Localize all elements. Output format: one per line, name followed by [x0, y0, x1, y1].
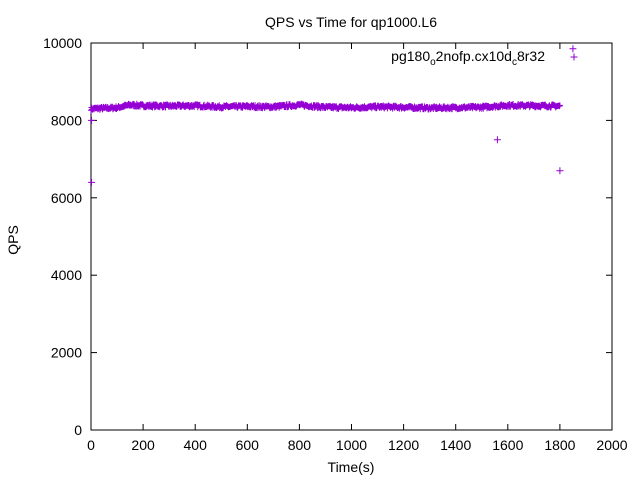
series-outlier-points — [88, 45, 577, 186]
legend-text-part: 2nofp.cx10d — [436, 48, 512, 64]
x-tick-label: 1000 — [336, 437, 367, 453]
data-point — [556, 167, 564, 175]
data-point — [88, 116, 96, 124]
data-point — [569, 45, 577, 53]
legend-label: pg180o2nofp.cx10dc8r32 — [391, 48, 545, 68]
x-tick-label: 0 — [87, 437, 95, 453]
y-axis-label-group: QPS — [5, 225, 21, 255]
x-tick-label: 400 — [184, 437, 208, 453]
x-tick-label: 800 — [288, 437, 312, 453]
x-tick-label: 1600 — [492, 437, 523, 453]
legend-subscript: o — [430, 57, 436, 68]
legend: pg180o2nofp.cx10dc8r32 — [391, 48, 578, 68]
legend-text-part: pg180 — [391, 48, 430, 64]
data-point — [493, 136, 501, 144]
x-tick-label: 600 — [236, 437, 260, 453]
y-tick-label: 8000 — [51, 112, 82, 128]
x-tick-label: 1400 — [440, 437, 471, 453]
x-tick-label: 1200 — [388, 437, 419, 453]
x-tick-label: 200 — [131, 437, 155, 453]
series-band — [88, 100, 563, 114]
legend-text-part: 8r32 — [517, 48, 545, 64]
series-band-markers — [88, 100, 563, 114]
x-axis-label: Time(s) — [328, 459, 375, 475]
y-tick-label: 2000 — [51, 345, 82, 361]
x-tick-label: 1800 — [544, 437, 575, 453]
y-tick-label: 10000 — [43, 35, 82, 51]
x-tick-label: 2000 — [596, 437, 627, 453]
y-tick-label: 0 — [74, 422, 82, 438]
y-axis-label: QPS — [5, 225, 21, 255]
legend-subscript: c — [512, 57, 517, 68]
axis-tick-labels: 0 200 400 600 800 1000 1200 1400 1600 1800 2000 0 20… — [43, 35, 628, 453]
plot-frame — [90, 42, 613, 431]
plot-border — [90, 42, 613, 431]
legend-plus-marker — [570, 53, 578, 61]
legend-marker — [570, 53, 578, 61]
axis-ticks — [90, 42, 613, 431]
data-point — [88, 178, 96, 186]
chart-title: QPS vs Time for qp1000.L6 — [265, 14, 437, 30]
y-tick-label: 4000 — [51, 267, 82, 283]
y-tick-label: 6000 — [51, 190, 82, 206]
